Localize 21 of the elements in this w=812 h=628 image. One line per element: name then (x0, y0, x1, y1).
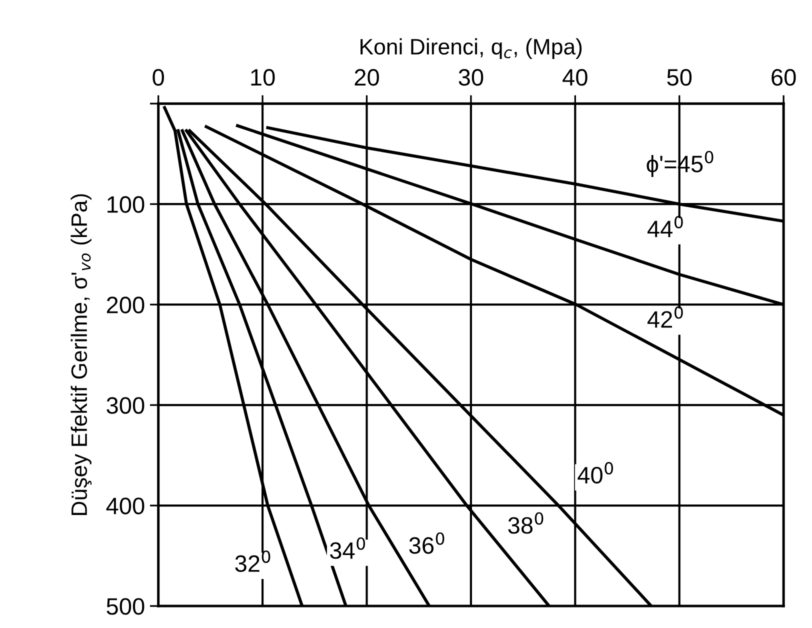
annotation: 42$^{0}$ (647, 306, 683, 328)
x-tick-label: 10 (251, 69, 275, 86)
annotation: 34$^{0}$ (330, 537, 366, 559)
x-tick-label: 40 (562, 69, 588, 86)
y-tick-label: 500 (106, 598, 144, 615)
y-axis-title: Düşey Efektif Gerilme, σ'$_{vo}$ (kPa) (70, 194, 92, 515)
y-tick-label: 200 (106, 296, 144, 314)
annotation: 44$^{0}$ (647, 216, 683, 238)
x-tick-label: 20 (354, 69, 379, 86)
y-tick-label: 100 (108, 196, 144, 213)
y-tick-label: 400 (106, 498, 144, 514)
x-tick-label: 30 (458, 69, 484, 86)
annotation: 36$^{0}$ (409, 532, 444, 554)
x-tick-label: 0 (152, 69, 164, 86)
annotation: 40$^{0}$ (578, 462, 614, 484)
y-tick-label: 300 (106, 397, 144, 414)
x-tick-label: 50 (667, 69, 692, 86)
annotation: 38$^{0}$ (508, 512, 544, 534)
x-tick-label: 60 (772, 69, 796, 86)
x-axis-title: Koni Direnci, q$_{c}$, (Mpa) (360, 38, 582, 60)
annotation: 32$^{0}$ (235, 550, 270, 572)
